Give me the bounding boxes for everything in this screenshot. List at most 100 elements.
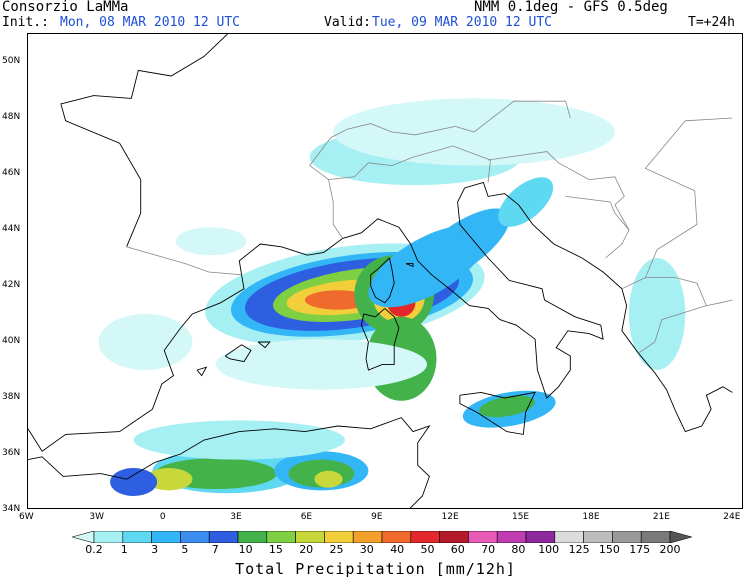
- lon-label: 21E: [652, 512, 670, 522]
- coastline: [28, 274, 245, 452]
- colorbar-segment: [352, 531, 383, 543]
- lon-label: 15E: [511, 512, 530, 522]
- lat-label: 46N: [2, 168, 21, 178]
- colorbar-segment: [554, 531, 584, 543]
- lat-label: 40N: [2, 336, 21, 346]
- country-border: [328, 145, 491, 183]
- lon-label: 6E: [300, 512, 313, 522]
- country-border: [126, 246, 242, 276]
- valid-value: Tue, 09 MAR 2010 12 UTC: [372, 15, 553, 30]
- lat-label: 50N: [2, 56, 21, 66]
- colorbar-tick-label: 40: [390, 543, 405, 556]
- colorbar-segment: [180, 531, 210, 543]
- lead-time: T=+24h: [688, 15, 735, 30]
- country-border: [644, 117, 733, 278]
- precipitation-field: [98, 98, 686, 496]
- colorbar-tick-label: 3: [151, 543, 159, 556]
- borders: [126, 100, 733, 354]
- colorbar-tick-label: 50: [420, 543, 435, 556]
- coastline: [28, 417, 431, 508]
- valid-label: Valid:: [324, 15, 371, 30]
- lat-label: 34N: [2, 504, 21, 514]
- country-border: [488, 151, 630, 259]
- colorbar-segment: [295, 531, 325, 543]
- colorbar-tick-label: 30: [359, 543, 374, 556]
- colorbar-segment: [122, 531, 152, 543]
- colorbar-tick-label: 125: [568, 543, 590, 556]
- coastline: [459, 391, 536, 435]
- colorbar-segment: [525, 531, 556, 543]
- coastline: [224, 344, 252, 363]
- colorbar-tick-label: 70: [481, 543, 496, 556]
- colorbar-segment: [381, 531, 412, 543]
- init-value: Mon, 08 MAR 2010 12 UTC: [60, 15, 241, 30]
- colorbar-tick-label: 20: [299, 543, 314, 556]
- precip-cell: [215, 339, 427, 390]
- precip-cell: [628, 258, 686, 370]
- precipitation-map: [27, 33, 743, 509]
- precip-cell: [410, 208, 510, 286]
- colorbar-tick-label: 1: [120, 543, 128, 556]
- coastline: [360, 308, 400, 371]
- colorbar-tick-label: 25: [329, 543, 344, 556]
- colorbar-segment: [151, 531, 181, 543]
- coastline: [370, 257, 395, 304]
- colorbar-tick-label: 100: [538, 543, 560, 556]
- colorbar-segment: [324, 531, 354, 543]
- colorbar-tick-label: 0.2: [85, 543, 103, 556]
- colorbar-segment: [496, 531, 527, 543]
- colorbar-tick-label: 15: [268, 543, 283, 556]
- coastline: [60, 34, 228, 247]
- colorbar-segment: [439, 531, 469, 543]
- coastline: [257, 341, 271, 349]
- colorbar-title: Total Precipitation [mm/12h]: [235, 560, 516, 578]
- init-label: Init.:: [2, 15, 49, 30]
- colorbar-segment: [410, 531, 440, 543]
- colorbar-segment: [93, 531, 124, 543]
- lon-label: 12E: [441, 512, 459, 522]
- colorbar-max-arrow: [669, 531, 692, 543]
- colorbar-segment: [640, 531, 671, 543]
- precip-cell: [479, 395, 535, 418]
- colorbar-tick-label: 10: [238, 543, 253, 556]
- country-border: [309, 100, 571, 239]
- lat-label: 44N: [2, 224, 21, 234]
- model-title: NMM 0.1deg - GFS 0.5deg: [474, 0, 668, 15]
- country-border: [706, 299, 733, 306]
- colorbar-tick-label: 60: [450, 543, 465, 556]
- coastlines: [28, 34, 733, 508]
- colorbar-segment: [468, 531, 498, 543]
- colorbar: [72, 531, 692, 543]
- precip-cell: [145, 468, 193, 491]
- colorbar-tick-label: 7: [211, 543, 219, 556]
- colorbar-tick-label: 5: [181, 543, 189, 556]
- precip-cell: [133, 420, 345, 460]
- lon-label: 3E: [230, 512, 242, 522]
- precip-cell: [498, 177, 554, 227]
- coastline: [196, 366, 208, 377]
- precip-cell: [175, 227, 247, 256]
- coastline: [238, 181, 733, 433]
- lon-label: 0: [159, 512, 166, 522]
- precip-cell: [98, 314, 193, 370]
- country-border: [459, 229, 463, 234]
- colorbar-segment: [266, 531, 296, 543]
- precip-cell: [110, 468, 158, 496]
- country-border: [621, 277, 707, 354]
- precip-cell: [314, 470, 343, 488]
- lon-label: 18E: [582, 512, 600, 522]
- lon-label: 3W: [89, 512, 105, 522]
- lon-label: 24E: [723, 512, 741, 522]
- colorbar-tick-label: 150: [598, 543, 620, 556]
- lon-label: 9E: [371, 512, 383, 522]
- lat-label: 42N: [2, 280, 21, 290]
- colorbar-min-arrow: [72, 531, 95, 543]
- colorbar-segment: [237, 531, 268, 543]
- colorbar-tick-label: 175: [629, 543, 651, 556]
- lat-label: 36N: [2, 448, 21, 458]
- colorbar-tick-label: 80: [511, 543, 526, 556]
- map-canvas: [28, 34, 742, 508]
- colorbar-segment: [208, 531, 239, 543]
- lon-label: 6W: [19, 512, 34, 522]
- coastline: [405, 263, 414, 268]
